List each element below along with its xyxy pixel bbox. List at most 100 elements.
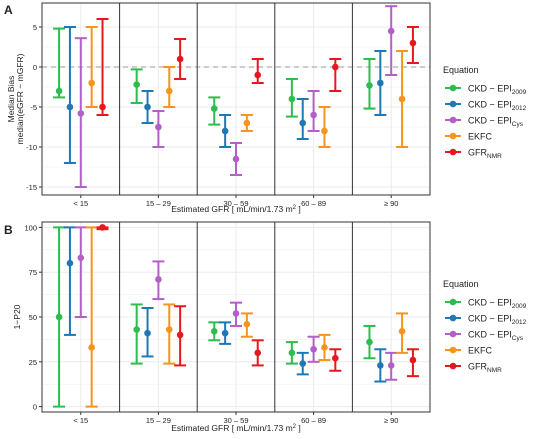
point-ekfc — [398, 328, 406, 335]
series-ckd2012 — [63, 26, 387, 164]
point-ckd2012 — [221, 127, 229, 135]
x-tick-label: 30 – 59 — [223, 416, 248, 425]
point-ckdcys — [232, 310, 240, 317]
point-gfrnmr — [99, 103, 106, 111]
legend-item-ckd2012: CKD − EPI2012 — [445, 100, 527, 113]
y-tick-label: -15 — [26, 183, 37, 192]
legend-key-point — [449, 362, 457, 370]
x-axis-label: Estimated GFR [ mL/min/1.73 m2 ] — [171, 423, 300, 433]
point-gfrnmr — [332, 63, 339, 71]
legend-label: EKFC — [468, 132, 493, 142]
x-axis-label: Estimated GFR [ mL/min/1.73 m2 ] — [171, 204, 300, 214]
point-ckd2012 — [377, 79, 384, 87]
legend-item-ckdcys: CKD − EPICys — [445, 116, 524, 128]
series-ckdcys — [74, 5, 398, 188]
legend-label: CKD − EPI2009 — [468, 84, 527, 97]
point-gfrnmr — [99, 224, 106, 231]
legend-item-ckd2012: CKD − EPI2012 — [445, 314, 527, 327]
point-ckdcys — [310, 111, 317, 119]
legend-item-ckd2009: CKD − EPI2009 — [445, 298, 527, 311]
point-gfrnmr — [176, 55, 184, 63]
point-ekfc — [88, 344, 95, 351]
legend-title: Equation — [443, 279, 479, 289]
legend: Equation CKD − EPI2009 CKD − EPI2012 CKD − … — [443, 279, 527, 374]
point-ckd2012 — [377, 362, 384, 369]
legend-label: CKD − EPI2012 — [468, 100, 527, 113]
point-ckd2009 — [133, 326, 140, 333]
panel-label: B — [4, 223, 13, 237]
legend-key-point — [449, 148, 457, 156]
legend-label: GFRNMR — [468, 362, 502, 375]
point-ckd2009 — [210, 328, 218, 335]
point-ckd2009 — [288, 95, 296, 103]
point-ckd2009 — [210, 105, 218, 112]
legend: Equation CKD − EPI2009 CKD − EPI2012 CKD − … — [443, 65, 527, 160]
point-ckdcys — [310, 345, 317, 353]
point-ekfc — [165, 326, 173, 333]
point-gfrnmr — [254, 349, 262, 357]
point-gfrnmr — [409, 356, 417, 364]
legend-label: CKD − EPICys — [468, 330, 524, 343]
point-ckd2012 — [299, 119, 307, 127]
x-tick-label: < 15 — [73, 416, 88, 425]
point-ekfc — [321, 344, 328, 351]
point-gfrnmr — [332, 354, 339, 362]
legend-item-ekfc: EKFC — [445, 346, 493, 356]
panel-label: A — [4, 3, 13, 17]
x-tick-label: 30 – 59 — [223, 199, 248, 208]
y-tick-label: 75 — [29, 268, 37, 277]
point-gfrnmr — [254, 71, 262, 79]
panel-B: 0 25 50 75 100 < 15 15 – 29 30 – 59 60 – 89 ≥ 90 B… — [4, 221, 527, 433]
legend-item-ckdcys: CKD − EPICys — [445, 330, 524, 343]
point-ckd2009 — [366, 338, 373, 346]
point-ekfc — [243, 119, 251, 127]
series-ckd2009 — [53, 226, 376, 408]
point-ckd2009 — [288, 349, 296, 357]
panel-A: -15 -10 -5 0 5 < 15 15 – 29 30 – 59 60 – 89 ≥ 90 A… — [4, 2, 527, 214]
point-ekfc — [165, 87, 173, 95]
y-axis-label: median(eGFR − mGFR) — [15, 53, 25, 144]
legend-key-point — [449, 346, 457, 354]
point-ckd2012 — [144, 329, 151, 337]
y-tick-label: -10 — [26, 143, 37, 152]
x-tick-label: 60 – 89 — [301, 199, 326, 208]
legend-label: EKFC — [468, 346, 493, 356]
legend-label: CKD − EPI2009 — [468, 298, 527, 311]
point-ckd2009 — [55, 87, 63, 95]
point-ekfc — [398, 95, 406, 103]
legend-item-ckd2009: CKD − EPI2009 — [445, 84, 527, 97]
point-ekfc — [321, 127, 328, 135]
point-ckdcys — [387, 362, 395, 369]
series-ckdcys — [74, 226, 398, 381]
legend-label: CKD − EPI2012 — [468, 314, 527, 327]
point-ckd2012 — [221, 329, 229, 337]
point-ckd2009 — [366, 82, 373, 89]
series-gfrnmr — [96, 18, 419, 116]
legend-key-point — [449, 116, 457, 124]
point-ckdcys — [232, 155, 240, 163]
series-gfrnmr — [96, 224, 419, 378]
legend-item-ekfc: EKFC — [445, 132, 493, 142]
x-tick-label: 15 – 29 — [146, 199, 171, 208]
y-tick-label: 25 — [29, 358, 37, 367]
point-ckdcys — [155, 123, 162, 131]
x-tick-label: 60 – 89 — [301, 416, 326, 425]
series-ckd2012 — [63, 226, 387, 383]
point-ckd2012 — [299, 360, 307, 367]
y-tick-label: -5 — [30, 103, 37, 112]
x-tick-label: 15 – 29 — [146, 416, 171, 425]
legend-key-point — [449, 298, 457, 306]
y-tick-label: 0 — [33, 403, 37, 412]
y-axis-label: 1−P20 — [12, 304, 22, 329]
legend-key-point — [449, 84, 457, 92]
point-ckdcys — [387, 27, 395, 35]
legend-key-point — [449, 330, 457, 338]
legend-item-gfrnmr: GFRNMR — [445, 362, 502, 375]
legend-key-point — [449, 100, 457, 108]
y-axis-label: Median Bias — [6, 76, 16, 123]
y-tick-label: 100 — [24, 223, 37, 232]
y-tick-label: 5 — [33, 23, 37, 32]
point-ckd2012 — [66, 103, 74, 111]
legend-key-point — [449, 132, 457, 140]
